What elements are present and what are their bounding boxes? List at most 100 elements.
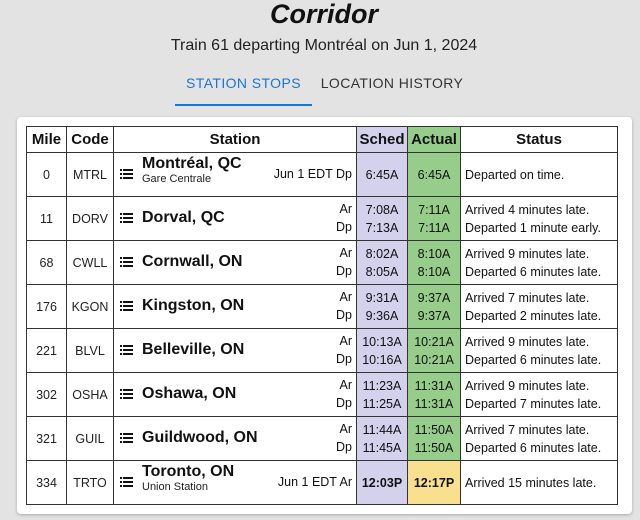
- sched-cell: 11:44A 11:45A: [356, 416, 408, 461]
- station-cell[interactable]: Toronto, ON Union Station Jun 1 EDT Ar: [113, 460, 357, 505]
- scheduled-time: 7:08A: [365, 202, 399, 217]
- status-text: Arrived 4 minutes late.: [465, 202, 590, 217]
- table-row: 176 KGON Kingston, ON Ar Dp 9:31A 9:36A 9:37A 9:…: [26, 284, 618, 329]
- status-cell: Arrived 9 minutes late. Departed 6 minute…: [460, 240, 618, 285]
- station-cell[interactable]: Kingston, ON Ar Dp: [113, 284, 357, 329]
- station-cell[interactable]: Oshawa, ON Ar Dp: [113, 372, 357, 417]
- tab-location-history[interactable]: LOCATION HISTORY: [320, 75, 464, 91]
- station-name: Belleville, ON: [142, 341, 245, 358]
- status-cell: Arrived 9 minutes late. Departed 7 minute…: [460, 372, 618, 417]
- status-text: Departed 1 minute early.: [465, 220, 601, 235]
- arrival-label: Ar: [339, 246, 353, 260]
- actual-cell: 11:50A 11:50A: [407, 416, 461, 461]
- table-row: 68 CWLL Cornwall, ON Ar Dp 8:02A 8:05A 8:10A 8:1…: [26, 240, 618, 285]
- status-cell: Arrived 9 minutes late. Departed 6 minute…: [460, 328, 618, 373]
- actual-time: 8:10A: [417, 264, 451, 279]
- scheduled-time: 6:45A: [365, 167, 399, 182]
- scheduled-time: 11:45A: [362, 440, 402, 455]
- mile-cell: 302: [26, 372, 67, 417]
- station-code-cell: KGON: [66, 284, 114, 329]
- status-text: Departed 2 minutes late.: [465, 308, 602, 323]
- station-cell[interactable]: Guildwood, ON Ar Dp: [113, 416, 357, 461]
- station-code-cell: BLVL: [66, 328, 114, 373]
- actual-cell: 11:31A 11:31A: [407, 372, 461, 417]
- table-header-row: Mile Code Station Sched Actual Status: [26, 126, 618, 153]
- station-code-cell: MTRL: [66, 152, 114, 197]
- station-name: Dorval, QC: [142, 209, 225, 226]
- departure-label: Dp: [336, 396, 352, 410]
- status-cell: Departed on time.: [460, 152, 618, 197]
- actual-time: 10:21A: [414, 334, 454, 349]
- scheduled-time: 10:16A: [362, 352, 402, 367]
- arrival-label: Ar: [339, 334, 353, 348]
- actual-time: 11:31A: [414, 378, 454, 393]
- status-cell: Arrived 15 minutes late.: [460, 460, 618, 505]
- scheduled-time: 12:03P: [361, 475, 403, 490]
- station-name: Toronto, ON: [142, 463, 235, 480]
- departure-label: Dp: [336, 440, 352, 454]
- sched-cell: 12:03P: [356, 460, 408, 505]
- status-text: Departed 6 minutes late.: [465, 440, 602, 455]
- station-cell[interactable]: Belleville, ON Ar Dp: [113, 328, 357, 373]
- station-code-cell: TRTO: [66, 460, 114, 505]
- station-name: Guildwood, ON: [142, 429, 258, 446]
- arrival-departure-label: Jun 1 EDT Ar: [277, 475, 352, 489]
- page-title: Corridor: [270, 0, 378, 29]
- actual-time: 11:50A: [414, 440, 454, 455]
- actual-time: 9:37A: [417, 290, 451, 305]
- list-icon[interactable]: [120, 344, 133, 356]
- actual-time: 7:11A: [418, 220, 450, 235]
- actual-time: 6:45A: [417, 167, 451, 182]
- table-row: 221 BLVL Belleville, ON Ar Dp 10:13A 10:16A 10:…: [26, 328, 618, 373]
- status-text: Arrived 15 minutes late.: [465, 475, 597, 490]
- departure-label: Dp: [336, 308, 352, 322]
- list-icon[interactable]: [120, 256, 133, 268]
- actual-time: 11:31A: [414, 396, 454, 411]
- station-code-cell: GUIL: [66, 416, 114, 461]
- actual-time: 11:50A: [414, 422, 454, 437]
- arrival-label: Ar: [339, 290, 353, 304]
- sched-cell: 7:08A 7:13A: [356, 196, 408, 241]
- scheduled-time: 8:05A: [365, 264, 399, 279]
- list-icon[interactable]: [120, 388, 133, 400]
- station-cell[interactable]: Dorval, QC Ar Dp: [113, 196, 357, 241]
- actual-time: 12:17P: [413, 475, 455, 490]
- list-icon[interactable]: [120, 212, 133, 224]
- list-icon[interactable]: [120, 300, 133, 312]
- status-text: Departed 7 minutes late.: [465, 396, 602, 411]
- tab-station-stops[interactable]: STATION STOPS: [175, 68, 312, 106]
- actual-cell: 9:37A 9:37A: [407, 284, 461, 329]
- station-subname: Gare Centrale: [142, 173, 212, 185]
- station-cell[interactable]: Montréal, QC Gare Centrale Jun 1 EDT Dp: [113, 152, 357, 197]
- sched-cell: 10:13A 10:16A: [356, 328, 408, 373]
- header-code: Code: [66, 126, 114, 153]
- status-text: Departed 6 minutes late.: [465, 264, 602, 279]
- actual-time: 7:11A: [418, 202, 450, 217]
- station-code-cell: CWLL: [66, 240, 114, 285]
- sched-cell: 11:23A 11:25A: [356, 372, 408, 417]
- status-text: Arrived 9 minutes late.: [465, 246, 590, 261]
- list-icon[interactable]: [120, 476, 133, 488]
- status-text: Departed on time.: [465, 167, 565, 182]
- station-cell[interactable]: Cornwall, ON Ar Dp: [113, 240, 357, 285]
- status-text: Arrived 9 minutes late.: [465, 334, 590, 349]
- station-name: Oshawa, ON: [142, 385, 237, 402]
- departure-label: Dp: [336, 220, 352, 234]
- status-text: Arrived 7 minutes late.: [465, 290, 590, 305]
- status-cell: Arrived 7 minutes late. Departed 6 minute…: [460, 416, 618, 461]
- mile-cell: 321: [26, 416, 67, 461]
- sched-cell: 8:02A 8:05A: [356, 240, 408, 285]
- list-icon[interactable]: [120, 432, 133, 444]
- sched-cell: 9:31A 9:36A: [356, 284, 408, 329]
- actual-cell: 10:21A 10:21A: [407, 328, 461, 373]
- scheduled-time: 11:44A: [362, 422, 402, 437]
- status-cell: Arrived 4 minutes late. Departed 1 minute…: [460, 196, 618, 241]
- arrival-label: Ar: [339, 202, 353, 216]
- station-name: Montréal, QC: [142, 155, 242, 172]
- header-status: Status: [460, 126, 618, 153]
- mile-cell: 221: [26, 328, 67, 373]
- list-icon[interactable]: [120, 168, 133, 180]
- scheduled-time: 11:25A: [362, 396, 402, 411]
